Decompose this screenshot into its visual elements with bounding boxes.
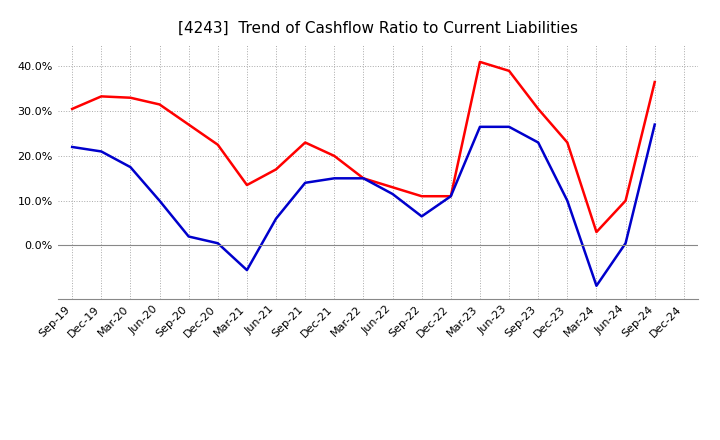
Free CF to Current Liabilities <box>330 176 338 181</box>
Line: Operating CF to Current Liabilities: Operating CF to Current Liabilities <box>72 62 654 232</box>
Operating CF to Current Liabilities <box>126 95 135 100</box>
Operating CF to Current Liabilities <box>563 140 572 145</box>
Title: [4243]  Trend of Cashflow Ratio to Current Liabilities: [4243] Trend of Cashflow Ratio to Curren… <box>178 21 578 36</box>
Line: Free CF to Current Liabilities: Free CF to Current Liabilities <box>72 125 654 286</box>
Free CF to Current Liabilities <box>592 283 600 288</box>
Operating CF to Current Liabilities <box>68 106 76 112</box>
Operating CF to Current Liabilities <box>301 140 310 145</box>
Operating CF to Current Liabilities <box>446 194 455 199</box>
Free CF to Current Liabilities <box>97 149 106 154</box>
Free CF to Current Liabilities <box>184 234 193 239</box>
Operating CF to Current Liabilities <box>650 79 659 84</box>
Free CF to Current Liabilities <box>243 268 251 273</box>
Free CF to Current Liabilities <box>418 214 426 219</box>
Operating CF to Current Liabilities <box>476 59 485 65</box>
Operating CF to Current Liabilities <box>156 102 164 107</box>
Operating CF to Current Liabilities <box>621 198 630 203</box>
Free CF to Current Liabilities <box>534 140 543 145</box>
Operating CF to Current Liabilities <box>388 185 397 190</box>
Operating CF to Current Liabilities <box>359 176 368 181</box>
Free CF to Current Liabilities <box>156 198 164 203</box>
Free CF to Current Liabilities <box>505 124 513 129</box>
Operating CF to Current Liabilities <box>505 68 513 73</box>
Operating CF to Current Liabilities <box>97 94 106 99</box>
Free CF to Current Liabilities <box>563 198 572 203</box>
Free CF to Current Liabilities <box>213 241 222 246</box>
Free CF to Current Liabilities <box>301 180 310 185</box>
Operating CF to Current Liabilities <box>418 194 426 199</box>
Free CF to Current Liabilities <box>650 122 659 127</box>
Operating CF to Current Liabilities <box>271 167 280 172</box>
Operating CF to Current Liabilities <box>213 142 222 147</box>
Operating CF to Current Liabilities <box>592 229 600 235</box>
Free CF to Current Liabilities <box>621 241 630 246</box>
Operating CF to Current Liabilities <box>243 183 251 188</box>
Free CF to Current Liabilities <box>68 144 76 150</box>
Free CF to Current Liabilities <box>126 165 135 170</box>
Operating CF to Current Liabilities <box>184 122 193 127</box>
Free CF to Current Liabilities <box>446 194 455 199</box>
Operating CF to Current Liabilities <box>330 153 338 158</box>
Operating CF to Current Liabilities <box>534 106 543 112</box>
Free CF to Current Liabilities <box>359 176 368 181</box>
Free CF to Current Liabilities <box>476 124 485 129</box>
Free CF to Current Liabilities <box>271 216 280 221</box>
Free CF to Current Liabilities <box>388 191 397 197</box>
